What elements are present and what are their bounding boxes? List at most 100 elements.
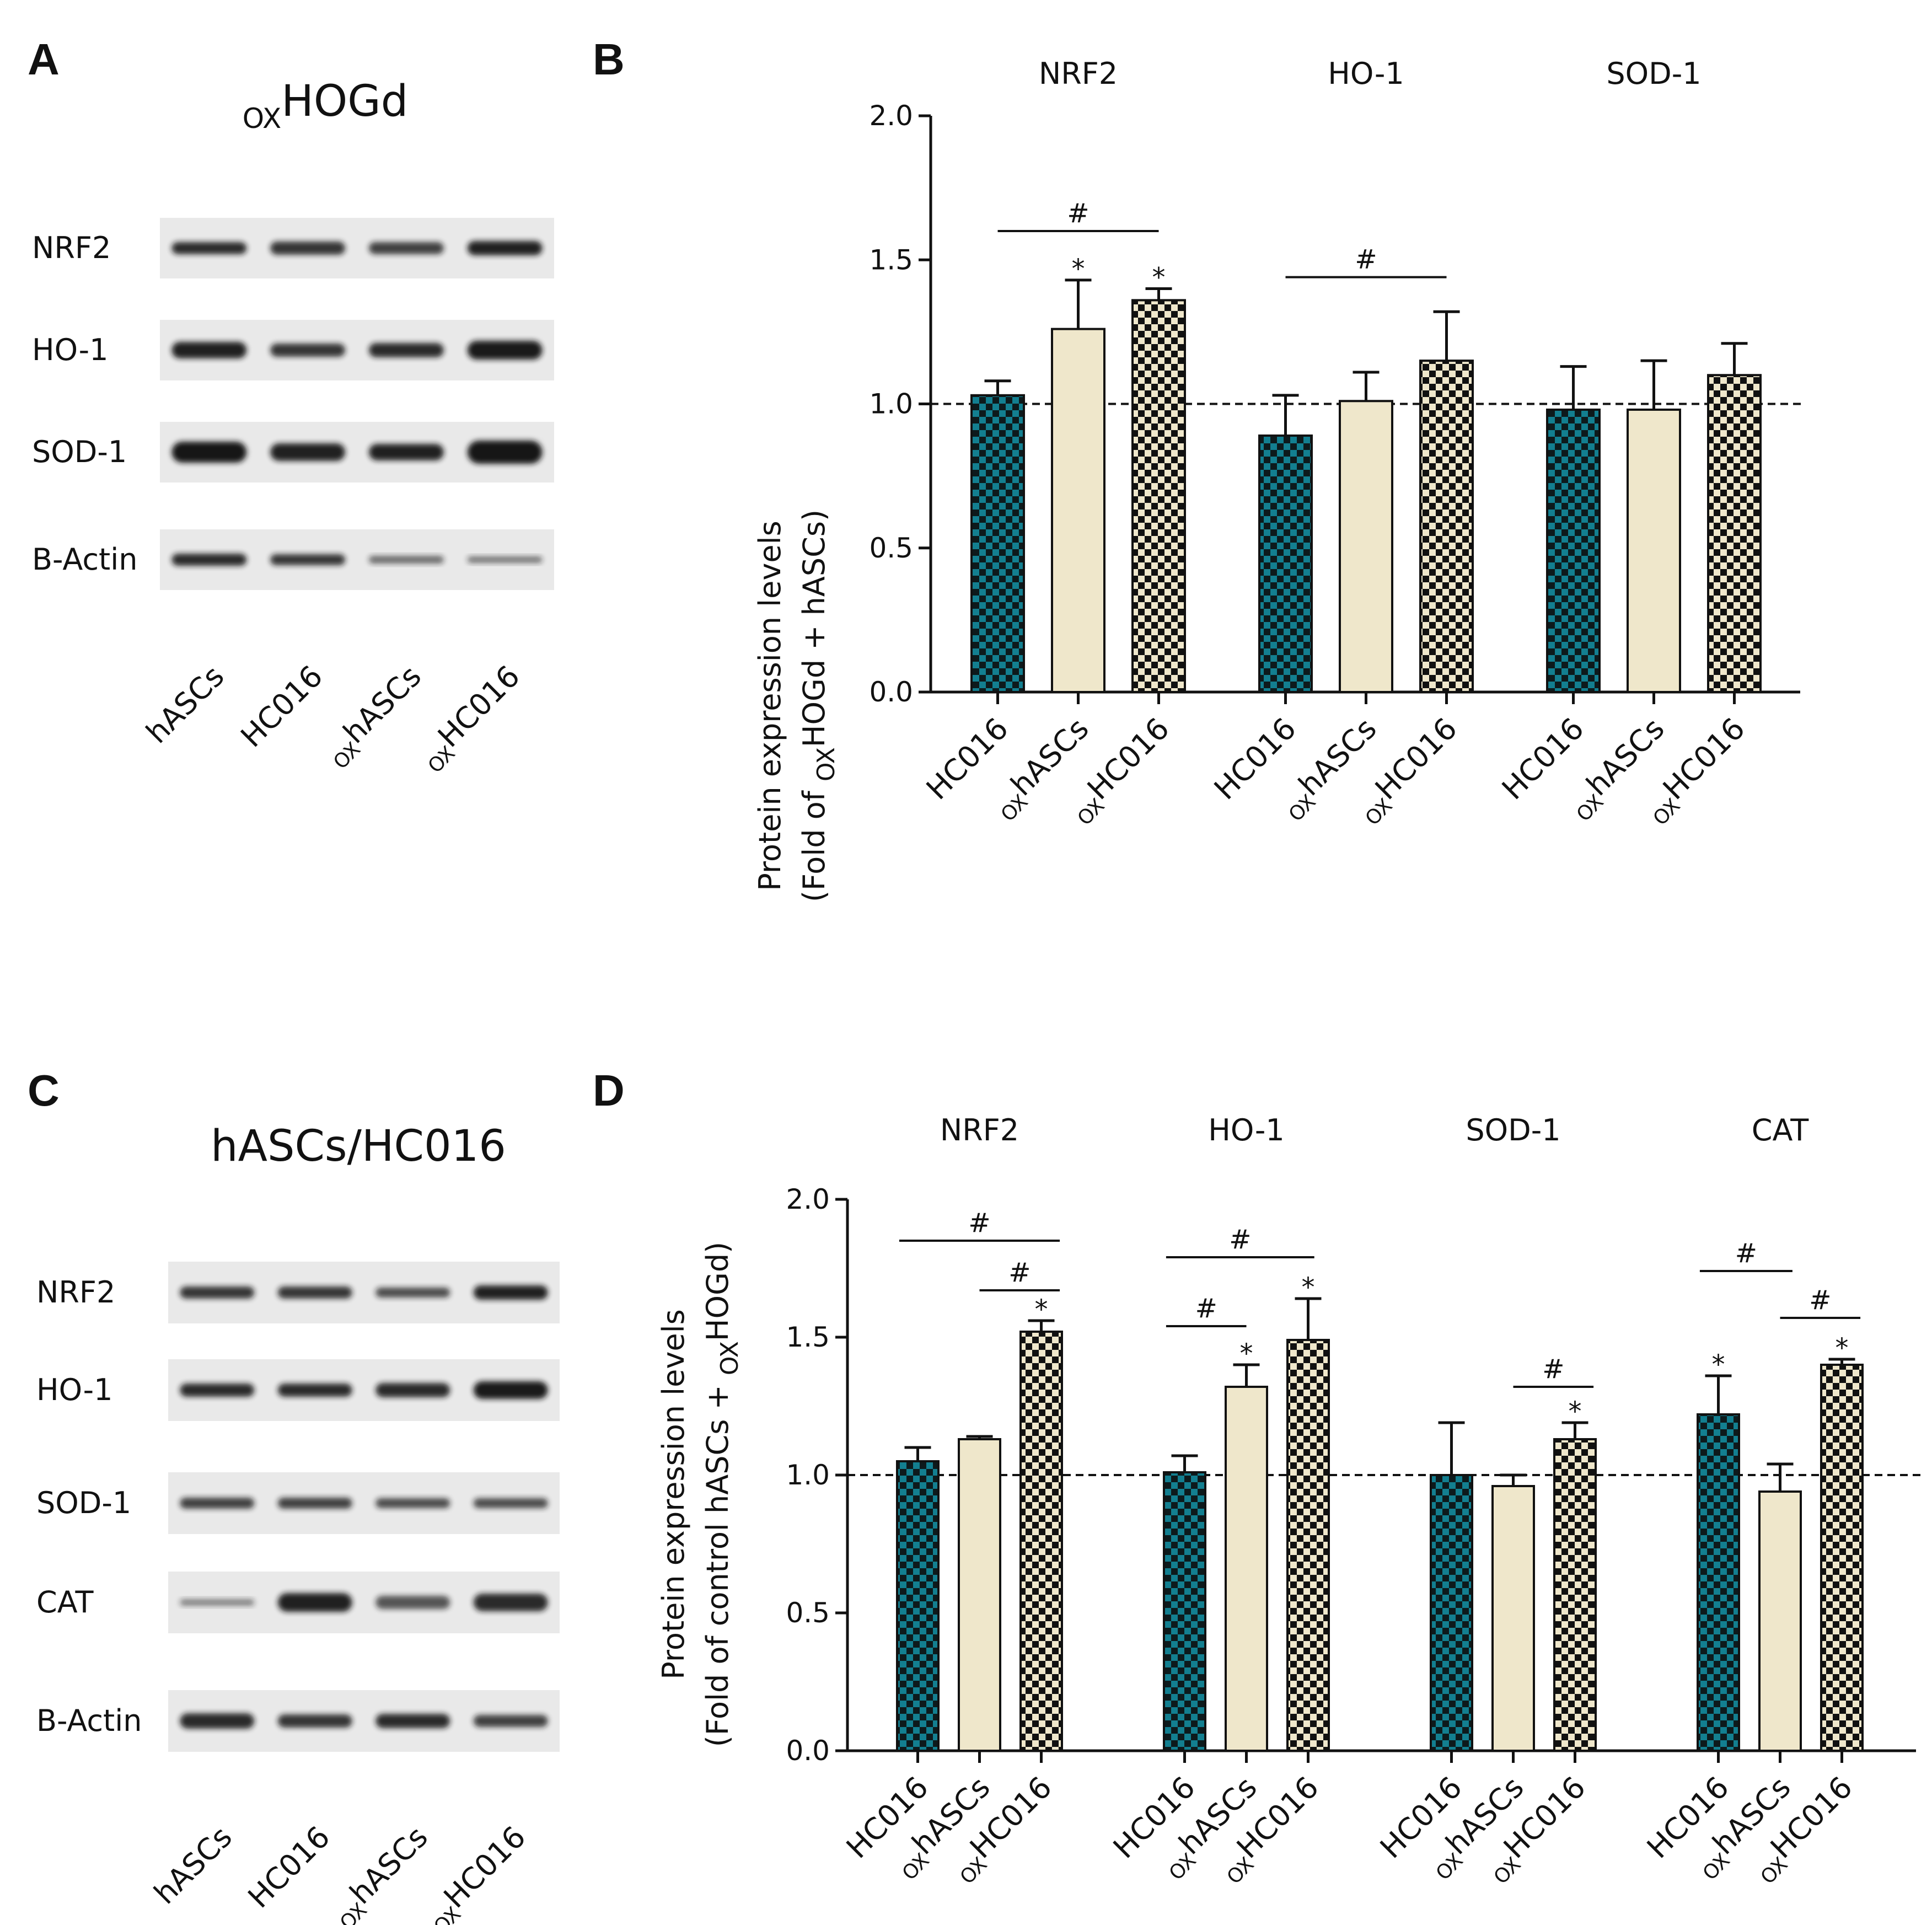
blot-band [277,1714,352,1728]
group-title: NRF2 [940,1113,1019,1148]
panel-a-title-sub: OX [243,103,281,135]
chart-d-ylabel-line2: (Fold of control hASCs + OXHOGd) [700,1242,744,1747]
x-category-main: HC016 [1368,711,1464,807]
panel-d-letter: D [593,1066,625,1115]
blot-band [277,1286,352,1299]
blot-label: SOD-1 [32,435,127,469]
blot-band [270,242,346,255]
panel-a-blot: NRF2 HO-1 SOD-1 B-Actin [32,218,554,590]
blot-band [467,241,543,255]
bar [1258,434,1313,693]
lane-label: hASCs [147,1820,239,1911]
blot-band [375,1288,450,1297]
significance-hash: # [1229,1224,1251,1255]
chart-b-ylabel-line2: (Fold of OXHOGd + hASCs) [797,510,840,902]
blot-band [467,341,543,360]
bar [1419,360,1474,693]
chart-d-ylabel: Protein expression levels (Fold of contr… [656,1242,744,1747]
significance-star: * [1035,1294,1048,1325]
chart-b-ylabel-post: HOGd + hASCs) [797,510,831,747]
blot-band [473,1285,548,1300]
blot-band [277,1498,352,1509]
x-category-main: hASCs [1580,711,1671,803]
lane-label-main: hASCs [147,1820,239,1911]
lane-label-main: HC016 [234,659,330,754]
blot-band [171,342,247,358]
significance-star: * [1836,1333,1849,1364]
blot-label: SOD-1 [36,1486,131,1520]
y-tick-label: 0.5 [786,1597,830,1629]
group-title: HO-1 [1208,1113,1284,1148]
blot-row-ho-1: HO-1 [32,320,554,380]
bar [970,394,1025,693]
lane-label-main: HC016 [431,659,527,754]
chart-b: B Protein expression levels (Fold of OXH… [593,35,1806,902]
lane-label: hASCs [139,659,231,750]
group-title: NRF2 [1039,56,1118,91]
lane-label: OXHC016 [411,659,530,778]
significance-hash: # [1008,1257,1031,1288]
bar [1163,1471,1206,1752]
significance-star: * [1302,1272,1315,1303]
bar [1051,328,1105,693]
y-tick-label: 1.5 [869,244,913,276]
blot-label: B-Actin [36,1703,142,1738]
blot-band [368,242,444,254]
bar [1225,1386,1268,1752]
blot-band [277,1384,352,1397]
blot-band [277,1593,352,1612]
bar [1546,408,1601,693]
chart-b-ylabel-line1: Protein expression levels [753,521,787,891]
bar [1758,1490,1802,1752]
group-title: SOD-1 [1466,1113,1560,1148]
chart-d: D Protein expression levels (Fold of con… [593,1066,1922,1889]
blot-band [473,1498,548,1508]
blot-band [368,343,444,357]
group-title: SOD-1 [1606,56,1701,91]
bar [1820,1364,1864,1752]
blot-row-ho-1: HO-1 [36,1359,560,1421]
significance-star: * [1072,254,1085,285]
chart-b-ylabel: Protein expression levels (Fold of OXHOG… [753,510,840,902]
group-title: HO-1 [1328,56,1404,91]
significance-hash: # [1542,1354,1564,1385]
lane-label: OXhASCs [317,659,432,774]
blot-band [375,1498,450,1508]
blot-row-sod-1: SOD-1 [32,422,554,482]
significance-star: * [1712,1349,1725,1380]
blot-row-nrf2: NRF2 [36,1262,560,1323]
panel-c-letter: C [28,1066,60,1115]
lane-label-main: HC016 [242,1820,337,1915]
lane-label: OXHC016 [417,1820,536,1925]
y-tick-label: 1.0 [869,388,913,420]
bar [1697,1413,1740,1752]
bar [1491,1485,1535,1752]
significance-star: * [1240,1338,1253,1369]
lane-label: HC016 [242,1820,337,1915]
chart-d-ylabel-sub: OX [716,1341,744,1375]
blot-band [375,1383,450,1397]
panel-a-title-main: HOGd [281,77,408,126]
significance-star: * [1152,262,1166,293]
bar [1286,1339,1330,1752]
significance-hash: # [1195,1293,1217,1324]
panel-a-title: OXHOGd [243,77,408,135]
group-title: CAT [1752,1113,1809,1148]
significance-hash: # [1809,1285,1831,1316]
panel-c-title: hASCs/HC016 [211,1122,506,1171]
blot-label: CAT [36,1585,94,1620]
blot-band [171,242,247,254]
blot-band [467,441,543,464]
blot-band [171,442,247,463]
blot-band [180,1286,255,1299]
blot-label: NRF2 [32,230,111,265]
x-category-main: HC016 [1081,711,1176,807]
lane-label: OXhASCs [323,1820,438,1925]
chart-d-ylabel-post: HOGd) [700,1242,735,1341]
blot-label: HO-1 [32,333,108,367]
